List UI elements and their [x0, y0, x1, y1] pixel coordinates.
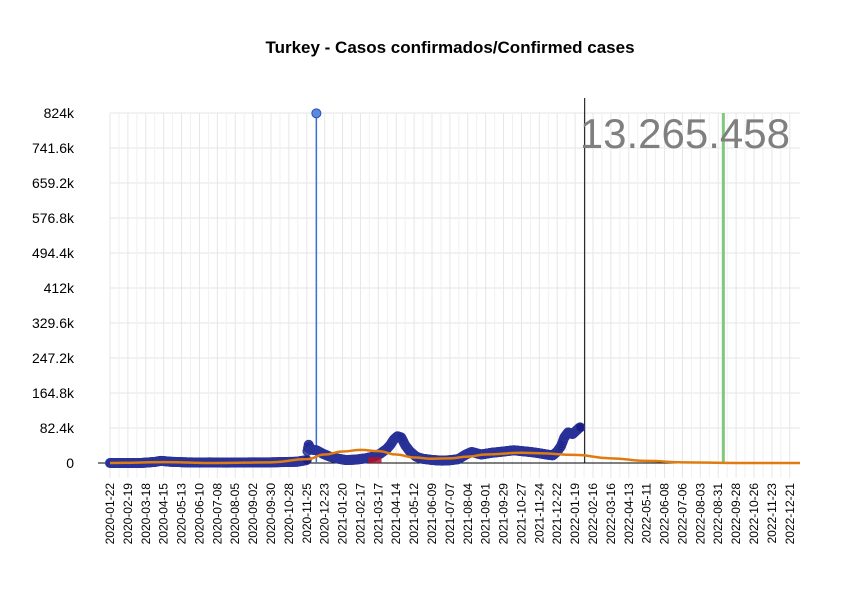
y-tick-label: 329.6k [32, 315, 75, 331]
x-tick-label: 2020-08-05 [228, 483, 242, 545]
x-tick-label: 2022-10-26 [747, 483, 761, 545]
x-tick-label: 2021-12-22 [550, 483, 564, 545]
x-tick-label: 2021-09-01 [479, 483, 493, 545]
x-tick-label: 2020-12-23 [318, 483, 332, 545]
y-tick-label: 576.8k [32, 210, 75, 226]
total-cases-label: 13.265.458 [580, 110, 790, 157]
x-tick-label: 2022-12-21 [783, 483, 797, 545]
x-tick-label: 2021-06-09 [425, 483, 439, 545]
trend-line [109, 448, 800, 465]
x-tick-label: 2021-03-17 [371, 483, 385, 545]
x-tick-label: 2021-08-04 [461, 483, 475, 545]
x-tick-label: 2021-07-07 [443, 483, 457, 545]
x-tick-label: 2022-01-19 [568, 483, 582, 545]
x-tick-label: 2020-01-22 [103, 483, 117, 545]
x-tick-label: 2020-04-15 [157, 483, 171, 545]
x-tick-label: 2022-05-11 [640, 483, 654, 544]
x-tick-label: 2021-04-14 [389, 483, 403, 545]
y-tick-label: 247.2k [32, 350, 75, 366]
x-tick-label: 2020-03-18 [139, 483, 153, 545]
x-tick-label: 2022-03-16 [604, 483, 618, 545]
x-tick-label: 2021-11-24 [532, 483, 546, 544]
x-tick-label: 2022-06-08 [658, 483, 672, 545]
y-tick-label: 0 [66, 455, 74, 471]
x-tick-label: 2021-02-17 [353, 483, 367, 545]
x-tick-label: 2020-05-13 [175, 483, 189, 545]
x-tick-label: 2022-08-03 [693, 483, 707, 545]
x-tick-label: 2020-11-25 [300, 483, 314, 544]
y-tick-label: 164.8k [32, 385, 75, 401]
data-point [575, 422, 586, 433]
x-tick-label: 2020-09-02 [246, 483, 260, 545]
x-tick-label: 2020-10-28 [282, 483, 296, 545]
x-tick-label: 2021-09-29 [497, 483, 511, 545]
x-tick-label: 2020-07-08 [210, 483, 224, 545]
x-tick-label: 2022-04-13 [622, 483, 636, 545]
x-tick-label: 2022-07-06 [675, 483, 689, 545]
x-tick-label: 2021-10-27 [514, 483, 528, 545]
x-tick-label: 2022-02-16 [586, 483, 600, 545]
x-tick-label: 2022-09-28 [729, 483, 743, 545]
x-tick-label: 2020-09-30 [264, 483, 278, 545]
y-tick-label: 82.4k [40, 420, 75, 436]
x-tick-label: 2021-05-12 [407, 483, 421, 545]
spike-point [311, 108, 322, 119]
y-tick-label: 412k [44, 280, 75, 296]
y-tick-label: 494.4k [32, 245, 75, 261]
highlight-band [368, 457, 382, 463]
y-tick-label: 741.6k [32, 140, 75, 156]
x-tick-label: 2020-06-10 [192, 483, 206, 545]
x-tick-label: 2022-08-31 [711, 483, 725, 545]
y-tick-label: 659.2k [32, 175, 75, 191]
chart-title: Turkey - Casos confirmados/Confirmed cas… [265, 38, 635, 57]
x-tick-label: 2021-01-20 [336, 483, 350, 545]
x-tick-label: 2022-11-23 [765, 483, 779, 544]
x-tick-label: 2020-02-19 [121, 483, 135, 545]
y-tick-label: 824k [44, 105, 75, 121]
